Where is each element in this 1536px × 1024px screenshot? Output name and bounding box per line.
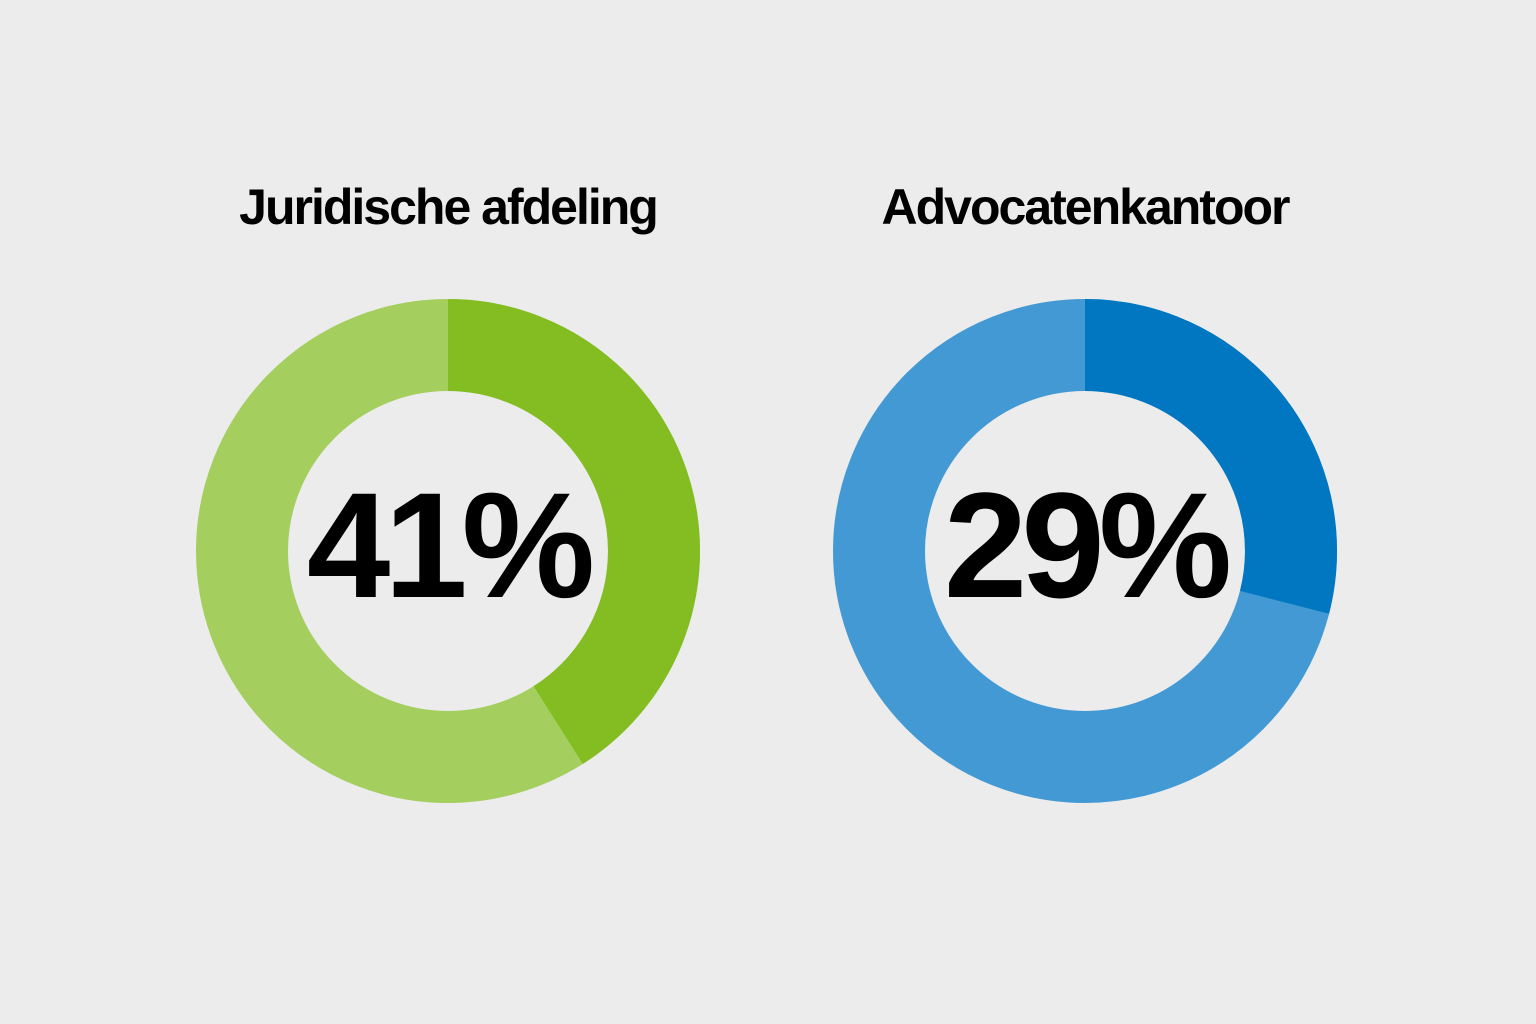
donut-value-arc — [833, 299, 1337, 803]
donut-value-arc — [196, 299, 700, 803]
chart-title: Juridische afdeling — [239, 179, 659, 235]
donut-ring — [833, 299, 1337, 803]
donut-svg — [833, 299, 1337, 803]
chart-title: Advocatenkantoor — [881, 179, 1291, 235]
donut-chart-advocatenkantoor: Advocatenkantoor 29% — [833, 0, 1337, 1024]
donut-chart-juridische-afdeling: Juridische afdeling 41% — [196, 0, 700, 1024]
donut-svg — [196, 299, 700, 803]
donut-ring — [196, 299, 700, 803]
